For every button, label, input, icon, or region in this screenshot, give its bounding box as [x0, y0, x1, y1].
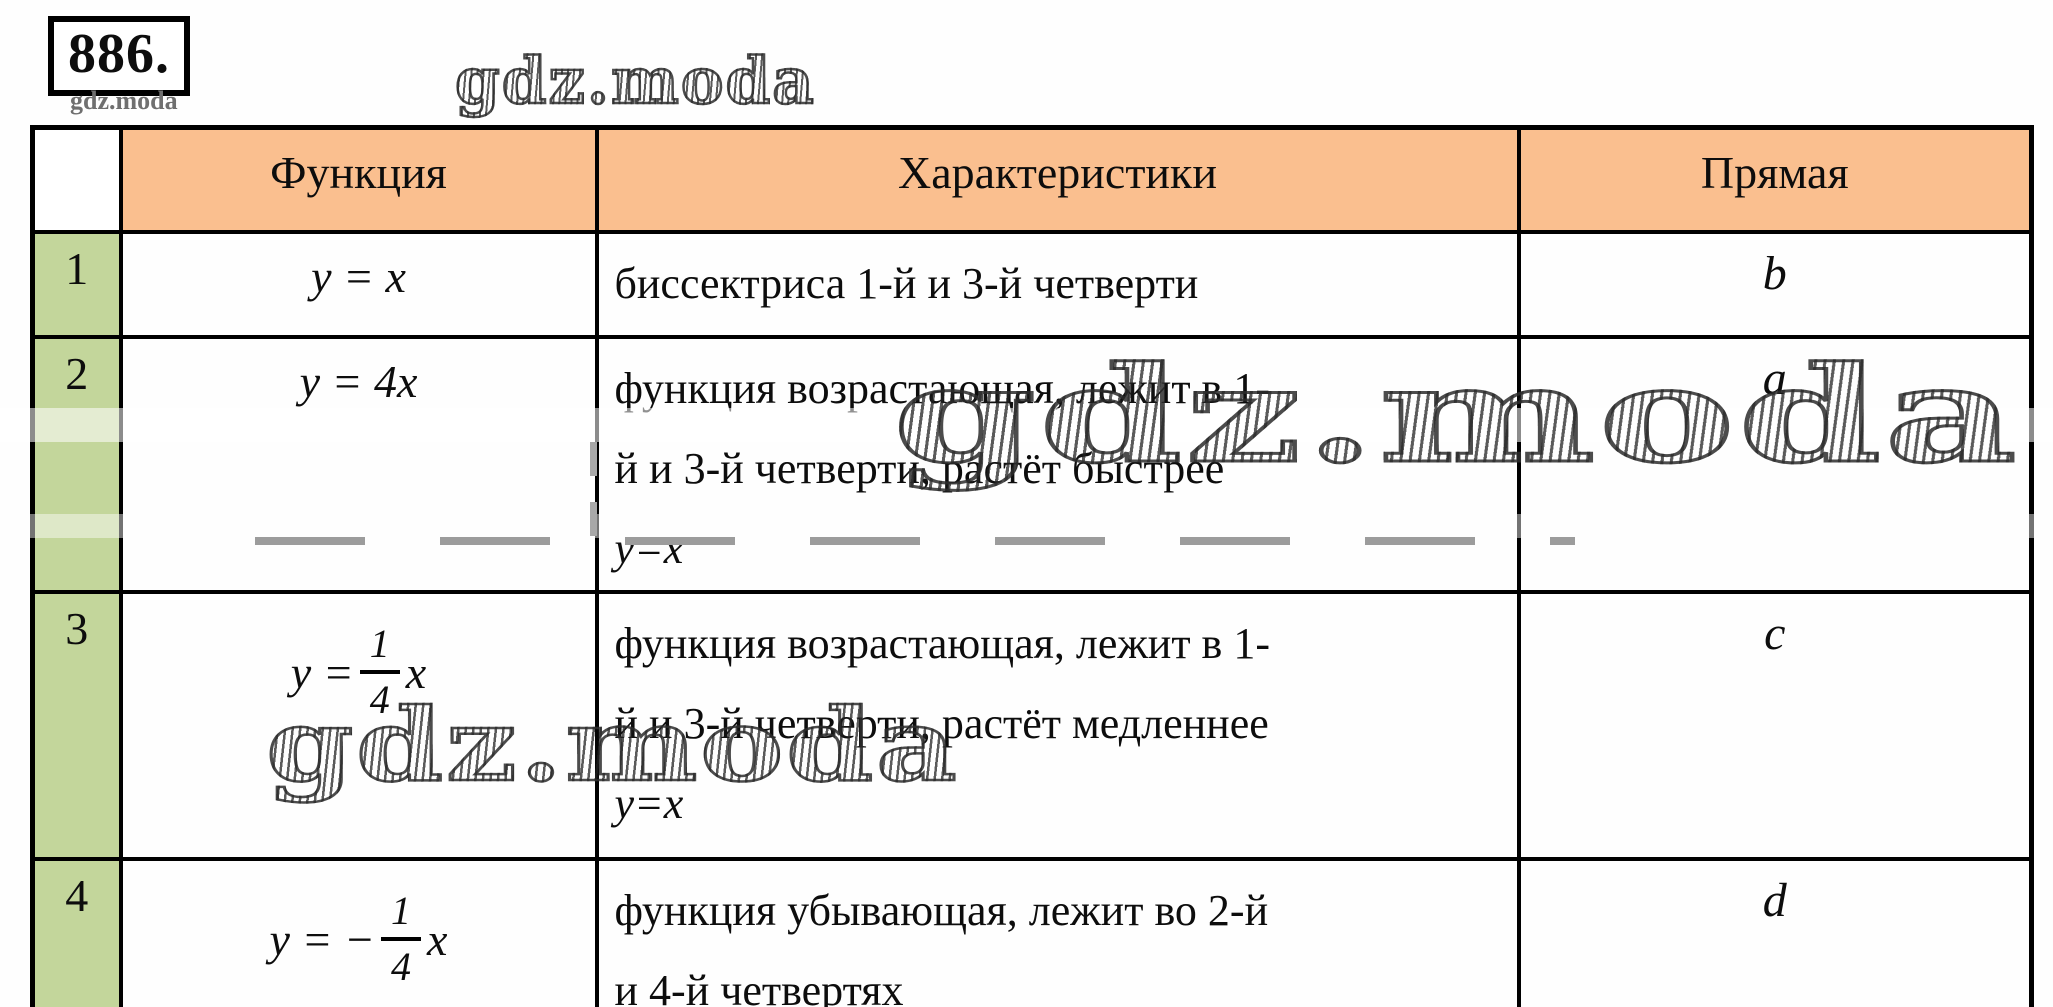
fraction-numerator: 1	[359, 620, 400, 674]
line-letter-cell: d	[1516, 857, 2034, 1007]
corner-cell	[30, 125, 123, 234]
row-number-cell: 4	[30, 857, 123, 1007]
line-letter-cell: c	[1516, 590, 2034, 861]
characteristics-line: функция возрастающая, лежит в 1-	[614, 619, 1271, 668]
row-number-cell: 1	[30, 230, 123, 339]
characteristics-line: функция возрастающая, лежит в 1-	[614, 364, 1271, 413]
fraction-denominator: 4	[369, 677, 390, 722]
row-number-cell: 2	[30, 335, 123, 594]
watermark-top: gdz.moda	[454, 43, 816, 121]
characteristics-line: биссектриса 1-й и 3-й четверти	[614, 259, 1199, 308]
header-characteristics: Характеристики	[594, 125, 1521, 234]
table-row-2: 2 y = 4x функция возрастающая, лежит в 1…	[30, 335, 2034, 594]
header-row: Функция Характеристики Прямая	[30, 125, 2034, 234]
characteristics-line: функция убывающая, лежит во 2-й	[614, 886, 1269, 935]
fraction-denominator: 4	[391, 944, 412, 989]
function-formula: y = x	[311, 251, 406, 302]
function-table: Функция Характеристики Прямая 1 y = x би…	[30, 125, 2034, 1007]
line-letter-cell: b	[1516, 230, 2034, 339]
function-formula: y = −1 4 x	[270, 887, 448, 991]
characteristics-line: y=x	[614, 779, 684, 828]
function-cell: y = −1 4 x	[118, 857, 599, 1007]
characteristics-line: й и 3-й четверти, растёт медленнее	[614, 699, 1269, 748]
formula-prefix: y =	[290, 646, 354, 698]
function-cell: y = x	[118, 230, 599, 339]
characteristics-line: й и 3-й четверти, растёт быстрее	[614, 444, 1225, 493]
characteristics-cell: функция возрастающая, лежит в 1- й и 3-й…	[594, 335, 1521, 594]
characteristics-cell: функция убывающая, лежит во 2-й и 4-й че…	[594, 857, 1521, 1007]
fraction-numerator: 1	[381, 887, 422, 941]
formula-prefix: y = −	[269, 913, 376, 965]
function-cell: y = 4x	[118, 335, 599, 594]
table-row-4: 4 y = −1 4 x функция убывающая, лежит во 2…	[30, 857, 2034, 1007]
row-number-cell: 3	[30, 590, 123, 861]
formula-suffix: x	[427, 913, 448, 965]
header-function: Функция	[118, 125, 599, 234]
line-letter-cell: a	[1516, 335, 2034, 594]
header-line: Прямая	[1516, 125, 2034, 234]
characteristics-line: и 4-й четвертях	[614, 966, 904, 1007]
characteristics-cell: функция возрастающая, лежит в 1- й и 3-й…	[594, 590, 1521, 861]
characteristics-cell: биссектриса 1-й и 3-й четверти	[594, 230, 1521, 339]
watermark-caption: gdz.moda	[70, 86, 178, 115]
formula-suffix: x	[405, 646, 427, 698]
function-formula: y = 4x	[299, 356, 418, 407]
table-row-1: 1 y = x биссектриса 1-й и 3-й четверти b	[30, 230, 2034, 339]
problem-number-box: 886.	[48, 16, 190, 96]
characteristics-line: y=x	[614, 524, 684, 573]
problem-number: 886.	[68, 23, 170, 85]
